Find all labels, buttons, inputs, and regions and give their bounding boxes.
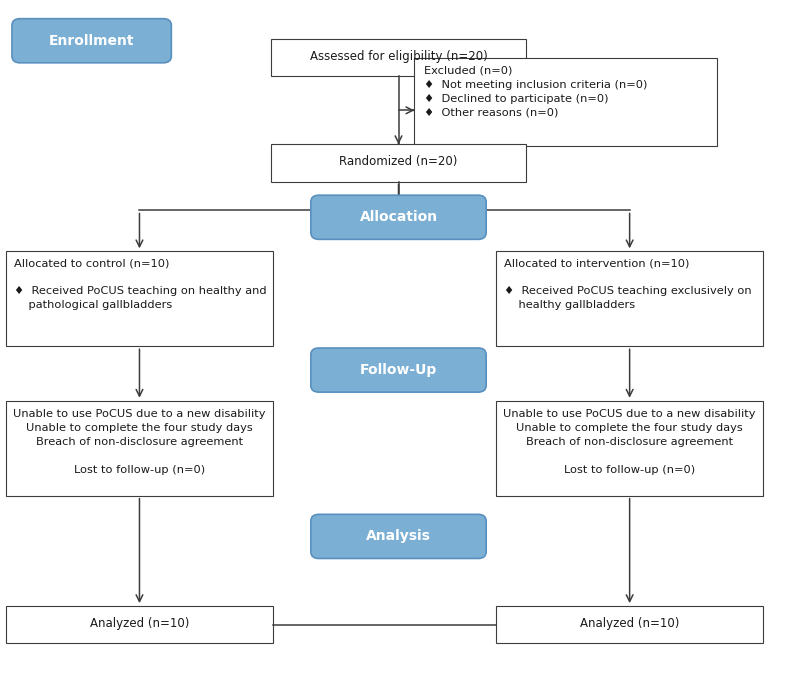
Text: Unable to use PoCUS due to a new disability
Unable to complete the four study da: Unable to use PoCUS due to a new disabil…	[14, 409, 265, 475]
FancyBboxPatch shape	[414, 58, 717, 146]
Text: Allocated to intervention (n=10)

♦  Received PoCUS teaching exclusively on
    : Allocated to intervention (n=10) ♦ Recei…	[505, 258, 752, 310]
Text: Allocation: Allocation	[359, 210, 438, 224]
Text: Analyzed (n=10): Analyzed (n=10)	[580, 617, 679, 630]
FancyBboxPatch shape	[6, 401, 273, 496]
Text: Analysis: Analysis	[366, 530, 431, 543]
Text: Excluded (n=0)
♦  Not meeting inclusion criteria (n=0)
♦  Declined to participat: Excluded (n=0) ♦ Not meeting inclusion c…	[424, 66, 647, 118]
FancyBboxPatch shape	[6, 251, 273, 346]
Text: Unable to use PoCUS due to a new disability
Unable to complete the four study da: Unable to use PoCUS due to a new disabil…	[504, 409, 756, 475]
FancyBboxPatch shape	[271, 144, 526, 181]
FancyBboxPatch shape	[311, 515, 486, 558]
Text: Enrollment: Enrollment	[49, 34, 135, 48]
Text: Assessed for eligibility (n=20): Assessed for eligibility (n=20)	[309, 50, 488, 63]
FancyBboxPatch shape	[12, 19, 171, 63]
FancyBboxPatch shape	[496, 251, 764, 346]
FancyBboxPatch shape	[496, 606, 764, 644]
Text: Randomized (n=20): Randomized (n=20)	[340, 155, 457, 168]
Text: Follow-Up: Follow-Up	[360, 363, 437, 377]
FancyBboxPatch shape	[311, 195, 486, 239]
Text: Allocated to control (n=10)

♦  Received PoCUS teaching on healthy and
    patho: Allocated to control (n=10) ♦ Received P…	[14, 258, 266, 310]
Text: Analyzed (n=10): Analyzed (n=10)	[90, 617, 189, 630]
FancyBboxPatch shape	[271, 39, 526, 76]
FancyBboxPatch shape	[311, 348, 486, 392]
FancyBboxPatch shape	[6, 606, 273, 644]
FancyBboxPatch shape	[496, 401, 764, 496]
